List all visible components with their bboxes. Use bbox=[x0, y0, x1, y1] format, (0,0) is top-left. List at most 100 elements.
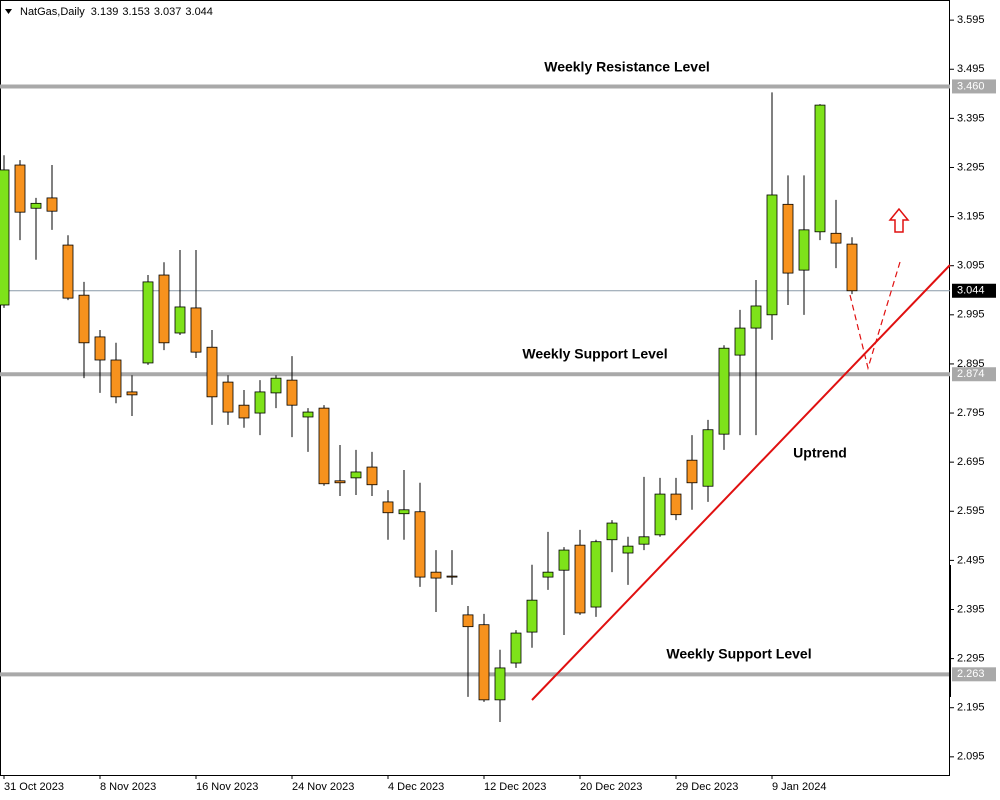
close-value: 3.044 bbox=[185, 6, 213, 18]
candle-body bbox=[366, 466, 378, 486]
menu-triangle bbox=[5, 9, 12, 14]
level-price-box bbox=[952, 367, 996, 382]
uptrend-line bbox=[531, 264, 951, 701]
candle-body bbox=[30, 202, 42, 209]
x-tick-label: 24 Nov 2023 bbox=[292, 781, 354, 793]
x-tick-label: 12 Dec 2023 bbox=[484, 781, 546, 793]
candle-body bbox=[270, 377, 282, 394]
candle-body bbox=[766, 194, 778, 316]
candle-body bbox=[734, 327, 746, 356]
y-tick-label: 2.095 bbox=[957, 751, 985, 763]
level-price: 2.263 bbox=[957, 668, 985, 680]
x-tick-label: 20 Dec 2023 bbox=[580, 781, 642, 793]
y-tick-label: 3.095 bbox=[957, 260, 985, 272]
candle-body bbox=[622, 545, 634, 554]
y-tick-label: 2.795 bbox=[957, 407, 985, 419]
candle-body bbox=[222, 381, 234, 413]
candle-body bbox=[782, 203, 794, 274]
candle-body bbox=[478, 624, 490, 701]
candle-body bbox=[558, 549, 570, 571]
y-tick-label: 3.395 bbox=[957, 112, 985, 124]
level-price-box bbox=[952, 79, 996, 94]
candle-body bbox=[510, 632, 522, 664]
candle-body bbox=[206, 346, 218, 398]
open-value: 3.139 bbox=[91, 6, 119, 18]
candle-body bbox=[62, 244, 74, 299]
candle-body bbox=[238, 404, 250, 419]
candle-body bbox=[174, 306, 186, 334]
candle-body bbox=[302, 411, 314, 418]
level-price: 3.460 bbox=[957, 80, 985, 92]
y-tick-label: 2.295 bbox=[957, 653, 985, 665]
uptrend-label: Uptrend bbox=[793, 445, 847, 461]
candle-body bbox=[462, 614, 474, 628]
candle-body bbox=[798, 229, 810, 271]
candle-body bbox=[702, 429, 714, 487]
candle-body bbox=[638, 536, 650, 545]
y-tick-label: 2.495 bbox=[957, 554, 985, 566]
candle-body bbox=[606, 522, 618, 541]
x-tick-label: 4 Dec 2023 bbox=[388, 781, 444, 793]
price-box bbox=[952, 283, 996, 298]
candle-layer bbox=[0, 92, 858, 722]
candle-body bbox=[286, 379, 298, 406]
y-tick-label: 2.595 bbox=[957, 505, 985, 517]
candle-body bbox=[590, 541, 602, 608]
projection-path bbox=[849, 261, 901, 371]
y-tick-label: 3.595 bbox=[957, 14, 985, 26]
candle-body bbox=[382, 501, 394, 514]
candle-body bbox=[494, 667, 506, 701]
candle-body bbox=[254, 391, 266, 414]
candle-body bbox=[574, 544, 586, 614]
y-tick-label: 2.695 bbox=[957, 456, 985, 468]
y-tick-label: 2.895 bbox=[957, 358, 985, 370]
y-tick-label: 3.195 bbox=[957, 210, 985, 222]
x-tick-label: 8 Nov 2023 bbox=[100, 781, 156, 793]
up-arrow bbox=[888, 207, 910, 233]
level-label: Weekly Support Level bbox=[666, 646, 811, 662]
candle-body bbox=[94, 336, 106, 361]
level-price-box bbox=[952, 667, 996, 682]
candle-body bbox=[142, 281, 154, 364]
x-tick-label: 9 Jan 2024 bbox=[772, 781, 826, 793]
header: NatGas,Daily 3.139 3.153 3.037 3.044 bbox=[20, 6, 213, 18]
candle-body bbox=[318, 407, 330, 485]
candle-body bbox=[446, 575, 458, 578]
x-tick-label: 16 Nov 2023 bbox=[196, 781, 258, 793]
candle-body bbox=[414, 511, 426, 578]
y-tick-label: 3.295 bbox=[957, 161, 985, 173]
candle-body bbox=[686, 459, 698, 484]
candle-body bbox=[190, 307, 202, 353]
plot-frame bbox=[0, 0, 950, 776]
candle-body bbox=[430, 571, 442, 579]
candle-body bbox=[14, 164, 26, 213]
candle-body bbox=[126, 391, 138, 396]
candle-body bbox=[542, 571, 554, 578]
candle-body bbox=[750, 305, 762, 329]
candle-body bbox=[846, 243, 858, 292]
y-tick-label: 2.395 bbox=[957, 603, 985, 615]
candle-body bbox=[334, 480, 346, 484]
level-label: Weekly Resistance Level bbox=[544, 59, 710, 75]
candle-body bbox=[350, 471, 362, 479]
y-tick-label: 3.495 bbox=[957, 63, 985, 75]
candle-body bbox=[526, 599, 538, 633]
y-tick-label: 2.995 bbox=[957, 309, 985, 321]
candle-body bbox=[718, 347, 730, 435]
candle-body bbox=[78, 294, 90, 344]
low-value: 3.037 bbox=[154, 6, 182, 18]
candle-body bbox=[670, 493, 682, 516]
candle-body bbox=[46, 197, 58, 212]
candle-body bbox=[0, 169, 10, 306]
level-price: 2.874 bbox=[957, 368, 985, 380]
y-tick-label: 2.195 bbox=[957, 702, 985, 714]
candle-body bbox=[398, 509, 410, 515]
x-tick-label: 29 Dec 2023 bbox=[676, 781, 738, 793]
candle-body bbox=[110, 359, 122, 398]
candle-body bbox=[830, 232, 842, 244]
grid-layer: 3.595 3.495 3.395 3.295 3.195 3.095 2.995 2.895… bbox=[0, 14, 996, 793]
candle-body bbox=[654, 493, 666, 536]
symbol-title: NatGas,Daily bbox=[20, 6, 85, 18]
high-value: 3.153 bbox=[122, 6, 150, 18]
